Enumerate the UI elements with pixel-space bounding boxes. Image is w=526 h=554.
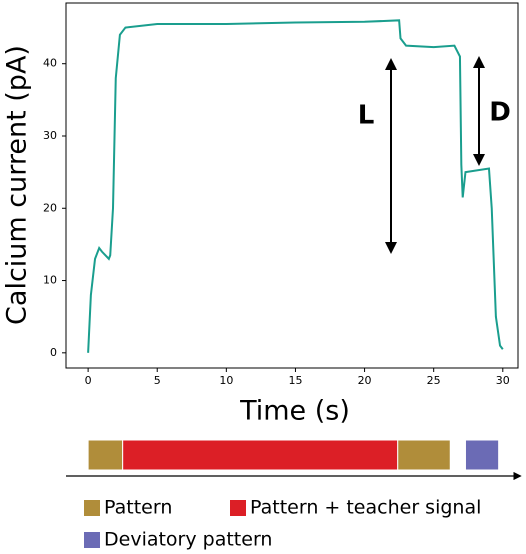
legend-swatch (84, 532, 100, 548)
x-tick-label: 0 (85, 374, 92, 387)
x-tick-label: 25 (427, 374, 441, 387)
x-tick-label: 30 (496, 374, 510, 387)
x-tick-label: 5 (154, 374, 161, 387)
x-tick-label: 10 (219, 374, 233, 387)
legend-swatch (84, 500, 100, 516)
legend-label: Pattern (104, 497, 172, 519)
line (87, 19, 504, 353)
x-tick-label: 20 (358, 374, 372, 387)
legend-label: Deviatory pattern (104, 529, 272, 551)
x-axis-label: Time (s) (239, 396, 350, 427)
timeline-segment (122, 439, 399, 471)
y-axis-label: Calcium current (pA) (2, 45, 33, 325)
annotation: D (489, 98, 511, 128)
x-tick-label: 15 (288, 374, 302, 387)
timeline-segment (87, 439, 124, 471)
legend-swatch (230, 500, 246, 516)
legend-label: Pattern + teacher signal (250, 497, 481, 519)
y-tick-label: 30 (43, 129, 57, 142)
timeline-segment (464, 439, 500, 471)
y-tick-label: 0 (50, 346, 57, 359)
y-tick-label: 10 (43, 274, 57, 287)
timeline-segment (397, 439, 451, 471)
y-tick-label: 40 (43, 57, 57, 70)
annotation: L (358, 101, 375, 131)
plot-frame (65, 2, 519, 369)
y-tick-label: 20 (43, 201, 57, 214)
